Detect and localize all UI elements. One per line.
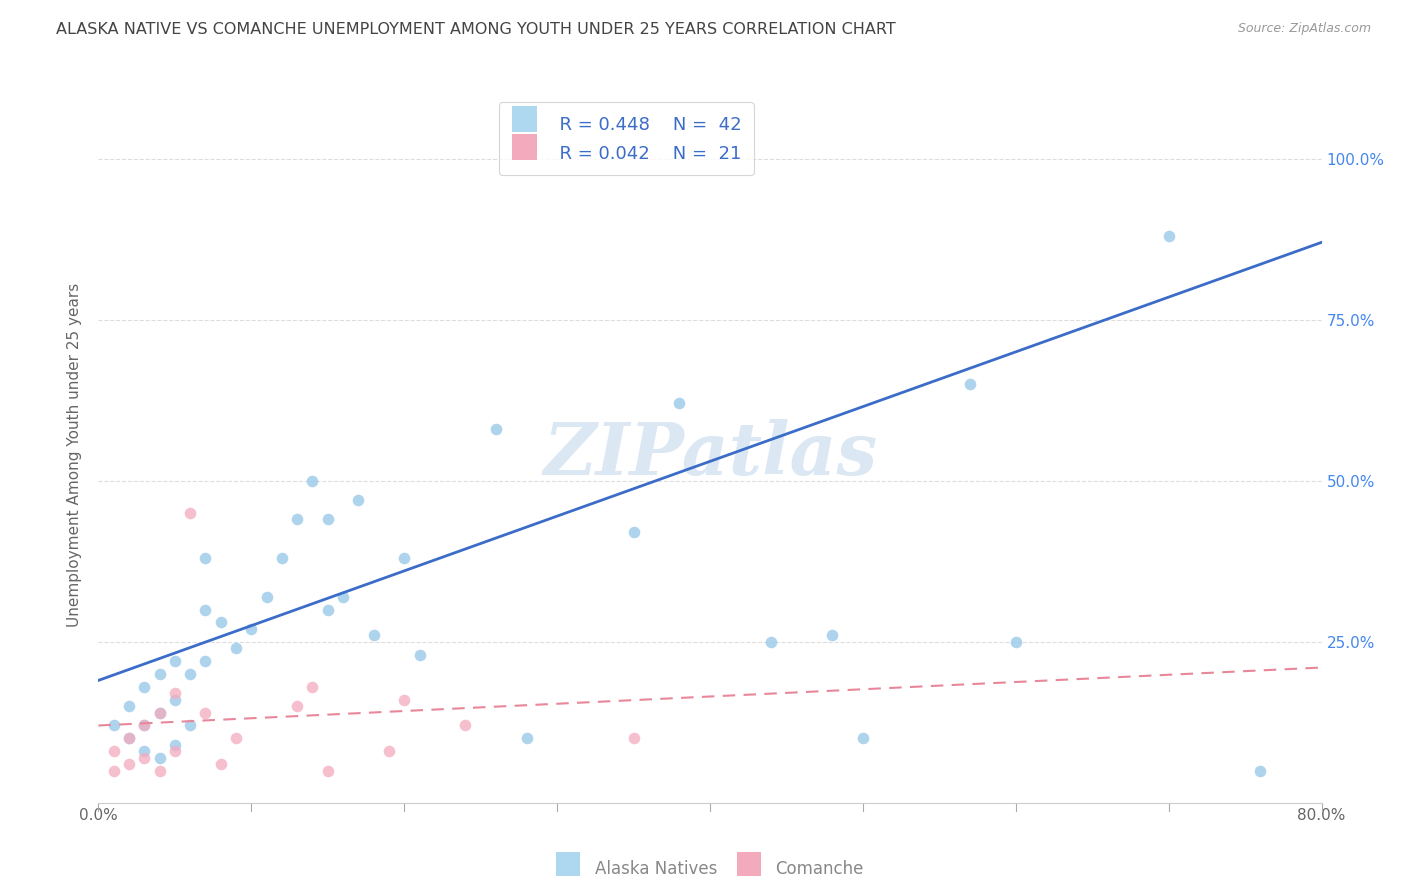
Legend: Alaska Natives, Comanche: Alaska Natives, Comanche — [550, 854, 870, 885]
Point — [363, 628, 385, 642]
Text: Source: ZipAtlas.com: Source: ZipAtlas.com — [1237, 22, 1371, 36]
Point — [623, 525, 645, 540]
Point — [163, 686, 186, 700]
Point — [623, 731, 645, 746]
Y-axis label: Unemployment Among Youth under 25 years: Unemployment Among Youth under 25 years — [67, 283, 83, 627]
Point — [149, 667, 172, 681]
Point — [194, 654, 217, 668]
Point — [301, 474, 323, 488]
Point — [852, 731, 875, 746]
Point — [668, 396, 690, 410]
Point — [103, 744, 125, 758]
Text: ZIPatlas: ZIPatlas — [543, 419, 877, 491]
Point — [134, 718, 156, 732]
Point — [1157, 228, 1180, 243]
Point — [1249, 764, 1271, 778]
Point — [225, 641, 247, 656]
Point — [163, 654, 186, 668]
Point — [285, 512, 308, 526]
Point — [821, 628, 844, 642]
Point — [959, 377, 981, 392]
Point — [1004, 634, 1026, 648]
Point — [163, 738, 186, 752]
Point — [149, 706, 172, 720]
Point — [118, 731, 141, 746]
Point — [270, 551, 292, 566]
Point — [347, 493, 370, 508]
Point — [118, 757, 141, 772]
Point — [163, 692, 186, 706]
Point — [134, 750, 156, 764]
Point — [134, 718, 156, 732]
Point — [285, 699, 308, 714]
Point — [179, 667, 201, 681]
Point — [759, 634, 782, 648]
Point — [149, 706, 172, 720]
Point — [118, 731, 141, 746]
Point — [209, 615, 232, 630]
Point — [103, 718, 125, 732]
Point — [163, 744, 186, 758]
Point — [179, 506, 201, 520]
Point — [209, 757, 232, 772]
Point — [316, 512, 339, 526]
Point — [316, 602, 339, 616]
Point — [454, 718, 477, 732]
Point — [378, 744, 401, 758]
Point — [316, 764, 339, 778]
Point — [256, 590, 278, 604]
Point — [240, 622, 263, 636]
Point — [149, 750, 172, 764]
Point — [134, 744, 156, 758]
Point — [103, 764, 125, 778]
Point — [516, 731, 538, 746]
Point — [392, 551, 416, 566]
Point — [194, 706, 217, 720]
Point — [149, 764, 172, 778]
Point — [134, 680, 156, 694]
Point — [118, 699, 141, 714]
Point — [301, 680, 323, 694]
Text: ALASKA NATIVE VS COMANCHE UNEMPLOYMENT AMONG YOUTH UNDER 25 YEARS CORRELATION CH: ALASKA NATIVE VS COMANCHE UNEMPLOYMENT A… — [56, 22, 896, 37]
Point — [485, 422, 508, 436]
Point — [392, 692, 416, 706]
Point — [225, 731, 247, 746]
Point — [332, 590, 354, 604]
Point — [179, 718, 201, 732]
Point — [194, 551, 217, 566]
Point — [408, 648, 430, 662]
Point — [194, 602, 217, 616]
